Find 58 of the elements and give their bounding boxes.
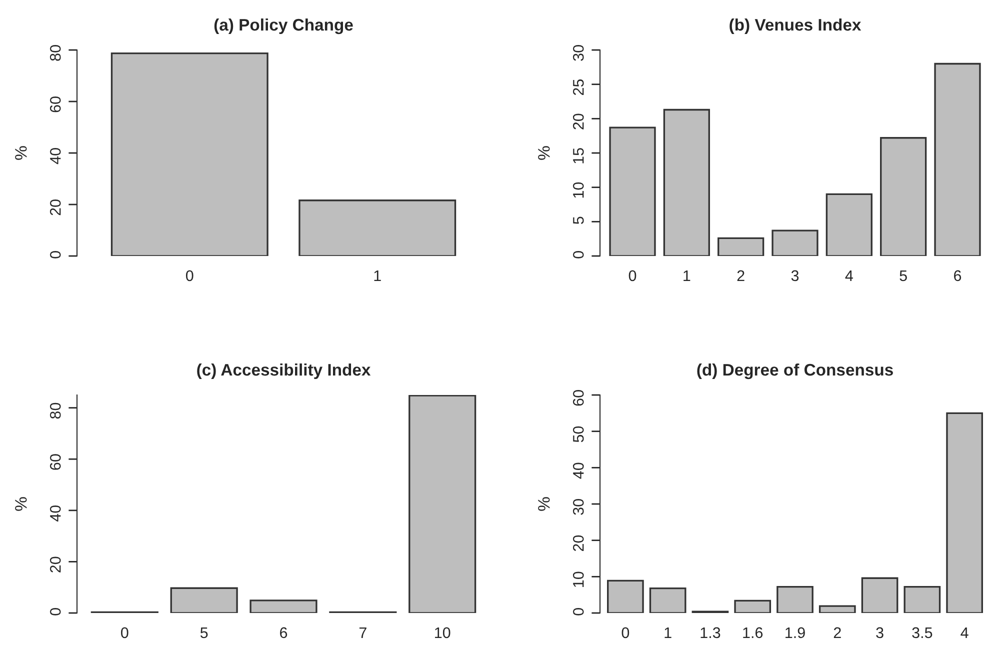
x-tick-label: 4 xyxy=(845,270,853,281)
y-tick-label: 60 xyxy=(572,390,584,406)
y-axis-title: % xyxy=(15,146,27,160)
y-axis-title: % xyxy=(15,497,27,511)
x-tick-label: 0 xyxy=(628,270,636,282)
chart-title: (c) Accessibility Index xyxy=(197,363,371,380)
x-tick-label: 1.6 xyxy=(743,627,763,638)
bar xyxy=(250,600,318,613)
y-tick-label: 40 xyxy=(50,148,61,164)
y-tick-label: 20 xyxy=(572,535,584,552)
x-tick-label: 4 xyxy=(960,627,968,638)
y-axis-title: % xyxy=(538,146,550,160)
x-tick-label: 5 xyxy=(900,270,907,282)
x-tick-label: 0 xyxy=(622,627,630,638)
x-tick-label: 2 xyxy=(834,627,841,638)
y-tick-label: 10 xyxy=(572,572,584,587)
chart-title: (d) Degree of Consensus xyxy=(697,363,893,380)
y-tick-label: 15 xyxy=(573,148,584,164)
bar xyxy=(408,395,476,613)
y-tick-label: 0 xyxy=(572,608,584,616)
bar xyxy=(170,587,238,613)
y-tick-label: 30 xyxy=(572,45,584,61)
x-tick-label: 1.3 xyxy=(700,627,720,638)
y-tick-label: 50 xyxy=(572,426,584,442)
x-tick-label: 0 xyxy=(121,627,128,638)
y-tick-label: 20 xyxy=(50,556,61,572)
y-tick-label: 80 xyxy=(50,45,61,61)
x-tick-label: 1 xyxy=(684,270,690,281)
chart-title: (b) Venues Index xyxy=(730,18,862,34)
chart-title: (a) Policy Change xyxy=(214,18,353,34)
x-tick-label: 1 xyxy=(374,270,381,281)
x-tick-label: 2 xyxy=(737,270,744,281)
x-tick-label: 1.9 xyxy=(786,627,805,638)
y-tick-label: 30 xyxy=(572,499,584,515)
y-tick-label: 40 xyxy=(50,505,61,522)
x-tick-label: 5 xyxy=(200,627,208,638)
y-tick-label: 20 xyxy=(50,200,61,216)
y-tick-label: 25 xyxy=(572,79,584,96)
x-tick-label: 1 xyxy=(664,627,672,638)
y-tick-label: 10 xyxy=(572,182,584,198)
y-tick-label: 5 xyxy=(573,216,584,224)
y-tick-label: 60 xyxy=(50,96,61,112)
x-tick-label: 3 xyxy=(876,627,884,638)
x-tick-label: 10 xyxy=(435,627,450,638)
y-axis-title: % xyxy=(538,497,550,511)
y-tick-label: 80 xyxy=(50,402,61,419)
x-tick-label: 0 xyxy=(186,270,194,282)
y-tick-label: 0 xyxy=(50,608,61,616)
x-tick-label: 6 xyxy=(954,270,962,282)
y-tick-label: 0 xyxy=(50,251,61,258)
x-tick-label: 7 xyxy=(359,627,366,638)
y-tick-label: 40 xyxy=(572,462,584,479)
x-tick-label: 6 xyxy=(280,627,288,638)
y-tick-label: 0 xyxy=(572,251,584,258)
x-tick-label: 3 xyxy=(791,270,799,282)
y-tick-label: 20 xyxy=(572,114,584,130)
x-tick-label: 3.5 xyxy=(912,627,932,638)
y-tick-label: 60 xyxy=(50,454,61,470)
